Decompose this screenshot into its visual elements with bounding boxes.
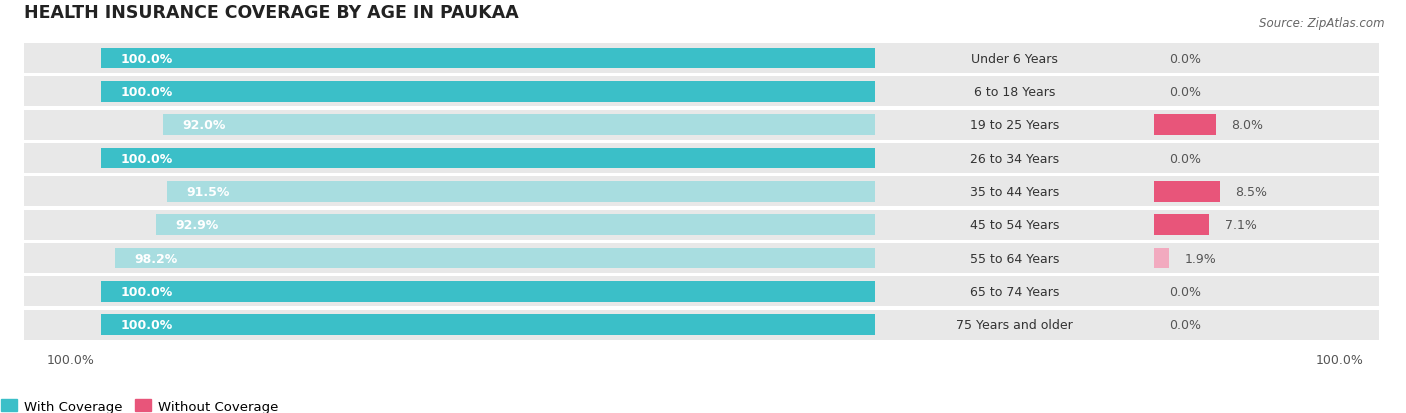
Bar	[163, 115, 876, 136]
Bar	[101, 82, 876, 102]
Text: Under 6 Years: Under 6 Years	[972, 52, 1059, 65]
Bar	[24, 44, 1379, 74]
Text: 92.9%: 92.9%	[176, 219, 219, 232]
Bar	[115, 248, 876, 269]
Bar	[1154, 215, 1209, 235]
Bar	[24, 277, 1379, 306]
Text: 55 to 64 Years: 55 to 64 Years	[970, 252, 1060, 265]
Text: 26 to 34 Years: 26 to 34 Years	[970, 152, 1059, 165]
Text: HEALTH INSURANCE COVERAGE BY AGE IN PAUKAA: HEALTH INSURANCE COVERAGE BY AGE IN PAUK…	[24, 5, 519, 22]
Bar	[24, 310, 1379, 340]
Bar	[167, 182, 876, 202]
Text: 0.0%: 0.0%	[1170, 285, 1202, 298]
Text: 45 to 54 Years: 45 to 54 Years	[970, 219, 1060, 232]
Bar	[101, 49, 876, 69]
Bar	[1154, 115, 1216, 136]
Text: 19 to 25 Years: 19 to 25 Years	[970, 119, 1059, 132]
Bar	[24, 144, 1379, 173]
Text: 100.0%: 100.0%	[48, 353, 96, 366]
Bar	[101, 281, 876, 302]
Text: 91.5%: 91.5%	[187, 185, 231, 198]
Text: Source: ZipAtlas.com: Source: ZipAtlas.com	[1260, 17, 1385, 29]
Text: 8.5%: 8.5%	[1236, 185, 1267, 198]
Text: 100.0%: 100.0%	[121, 318, 173, 331]
Text: 0.0%: 0.0%	[1170, 85, 1202, 99]
Text: 35 to 44 Years: 35 to 44 Years	[970, 185, 1059, 198]
Bar	[24, 110, 1379, 140]
Bar	[101, 315, 876, 335]
Bar	[24, 210, 1379, 240]
Text: 0.0%: 0.0%	[1170, 52, 1202, 65]
Text: 8.0%: 8.0%	[1232, 119, 1264, 132]
Bar	[24, 177, 1379, 207]
Legend: With Coverage, Without Coverage: With Coverage, Without Coverage	[1, 399, 278, 413]
Text: 100.0%: 100.0%	[121, 52, 173, 65]
Text: 75 Years and older: 75 Years and older	[956, 318, 1073, 331]
Bar	[24, 243, 1379, 273]
Bar	[1154, 182, 1220, 202]
Text: 0.0%: 0.0%	[1170, 152, 1202, 165]
Bar	[1154, 248, 1168, 269]
Text: 6 to 18 Years: 6 to 18 Years	[974, 85, 1056, 99]
Text: 92.0%: 92.0%	[183, 119, 226, 132]
Text: 100.0%: 100.0%	[1315, 353, 1364, 366]
Text: 100.0%: 100.0%	[121, 85, 173, 99]
Text: 98.2%: 98.2%	[135, 252, 179, 265]
Text: 7.1%: 7.1%	[1225, 219, 1257, 232]
Text: 100.0%: 100.0%	[121, 285, 173, 298]
Bar	[24, 77, 1379, 107]
Bar	[156, 215, 876, 235]
Bar	[101, 148, 876, 169]
Text: 1.9%: 1.9%	[1184, 252, 1216, 265]
Text: 65 to 74 Years: 65 to 74 Years	[970, 285, 1060, 298]
Text: 0.0%: 0.0%	[1170, 318, 1202, 331]
Text: 100.0%: 100.0%	[121, 152, 173, 165]
